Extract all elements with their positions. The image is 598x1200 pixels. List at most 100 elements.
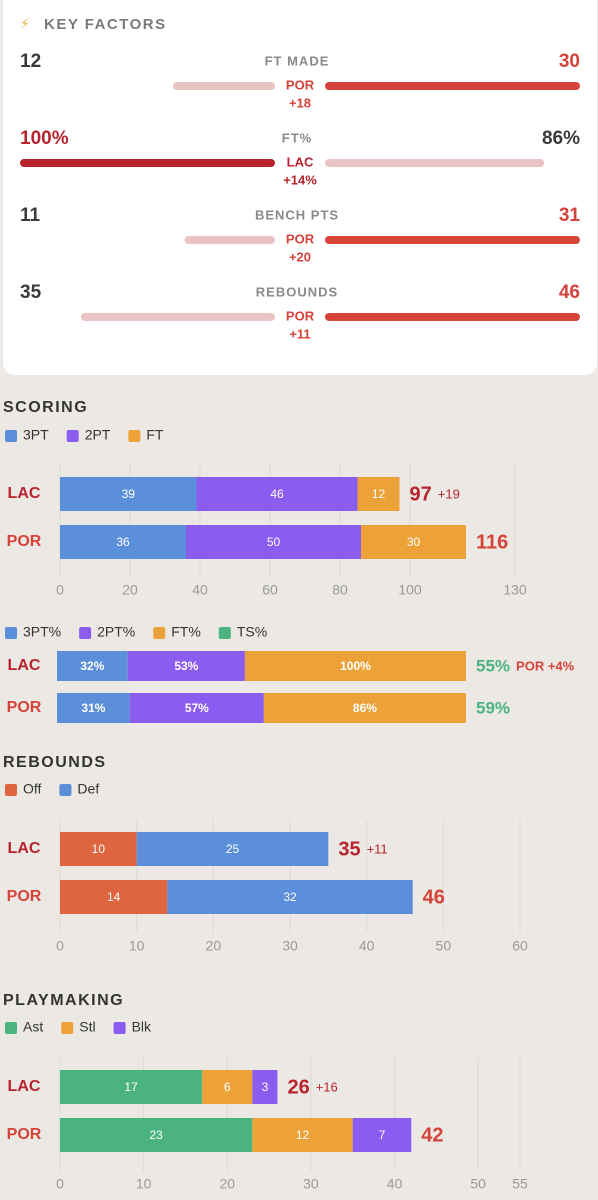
right-value: 46 [559,282,580,303]
segment-label: 7 [379,1128,386,1142]
legend-label: Off [23,781,42,797]
segment-label: 31% [81,701,105,715]
left-value: 35 [20,282,42,303]
factor-label: FT% [282,130,312,145]
total: 97 [410,483,432,505]
legend-swatch [61,1022,74,1034]
segment-label: 25 [226,842,240,856]
bar-segment [60,1070,203,1104]
bar-segment [352,1118,412,1152]
leader: POR [286,231,315,246]
x-tick-label: 30 [303,1176,319,1192]
total: 26 [287,1076,309,1098]
factor-label: FT MADE [265,53,330,68]
x-tick-label: 40 [387,1176,403,1192]
left-bar [184,236,275,244]
team-label: LAC [8,657,41,674]
legend-label: 2PT% [97,624,135,640]
x-tick-label: 40 [359,938,375,954]
team-label: POR [7,699,42,716]
legend-label: Ast [23,1019,43,1035]
team-label: POR [7,533,42,550]
x-tick-label: 0 [56,1176,64,1192]
bar-segment [186,525,361,559]
note: +19 [438,486,460,501]
x-tick-label: 50 [436,938,452,954]
bar-segment [202,1070,253,1104]
left-bar [80,313,275,321]
x-tick-label: 20 [122,582,138,598]
legend-swatch [5,430,17,442]
segment-label: 36 [116,535,130,549]
segment-label: 17 [124,1080,138,1094]
legend-swatch [113,1022,126,1034]
factor-label: BENCH PTS [255,207,339,222]
segment-label: 6 [224,1080,231,1094]
team-label: LAC [8,840,41,857]
diff: +20 [289,249,311,264]
bar-segment [129,693,264,723]
bar-segment [167,880,413,914]
segment-label: 53% [174,659,198,673]
bar-segment [196,477,358,511]
segment-label: 3 [262,1080,269,1094]
x-tick-label: 40 [192,582,208,598]
right-bar [325,313,580,321]
x-tick-label: 20 [219,1176,235,1192]
x-tick-label: 10 [129,938,145,954]
right-bar [325,236,580,244]
legend-swatch [66,430,79,442]
bar-segment [60,832,137,866]
x-tick-label: 0 [56,938,64,954]
x-tick-label: 20 [206,938,222,954]
bar-segment [252,1070,278,1104]
bar-segment [263,693,466,723]
team-label: LAC [8,1078,41,1095]
segment-label: 57% [185,701,209,715]
x-tick-label: 55 [512,1176,528,1192]
x-tick-label: 60 [512,938,528,954]
left-bar [20,159,275,167]
x-tick-label: 60 [262,582,278,598]
legend-label: Stl [79,1019,95,1035]
legend-label: Def [77,781,99,797]
left-bar [173,82,275,90]
left-value: 11 [20,205,41,226]
right-value: 31 [559,205,581,226]
diff: +14% [283,172,317,187]
card-title: KEY FACTORS [44,16,167,33]
legend-swatch [5,627,17,639]
icon: ⚡ [20,16,30,32]
note: +16 [316,1079,338,1094]
bar-segment [60,880,168,914]
legend-label: 3PT [23,427,49,443]
total: 116 [476,531,508,553]
right-bar [325,82,580,90]
bar-segment [244,651,466,681]
segment-label: 100% [340,659,371,673]
total: 35 [338,838,360,860]
total: 46 [423,886,445,908]
left-value: 12 [20,51,41,72]
legend-swatch [79,627,92,639]
legend-swatch [153,627,166,639]
left-value: 100% [20,128,69,149]
total: 42 [421,1124,443,1146]
bar-segment [252,1118,353,1152]
legend-label: TS% [237,624,267,640]
bar-segment [57,693,130,723]
legend-label: 2PT [85,427,111,443]
segment-label: 23 [150,1128,164,1142]
segment-label: 32% [80,659,104,673]
segment-label: 39 [122,487,136,501]
bar-segment [60,1118,253,1152]
x-tick-label: 100 [398,582,422,598]
team-label: POR [7,1126,42,1143]
bar-segment [136,832,329,866]
bar-segment [127,651,245,681]
summary: 59% [476,698,510,717]
segment-label: 32 [283,890,297,904]
legend-label: FT% [171,624,201,640]
